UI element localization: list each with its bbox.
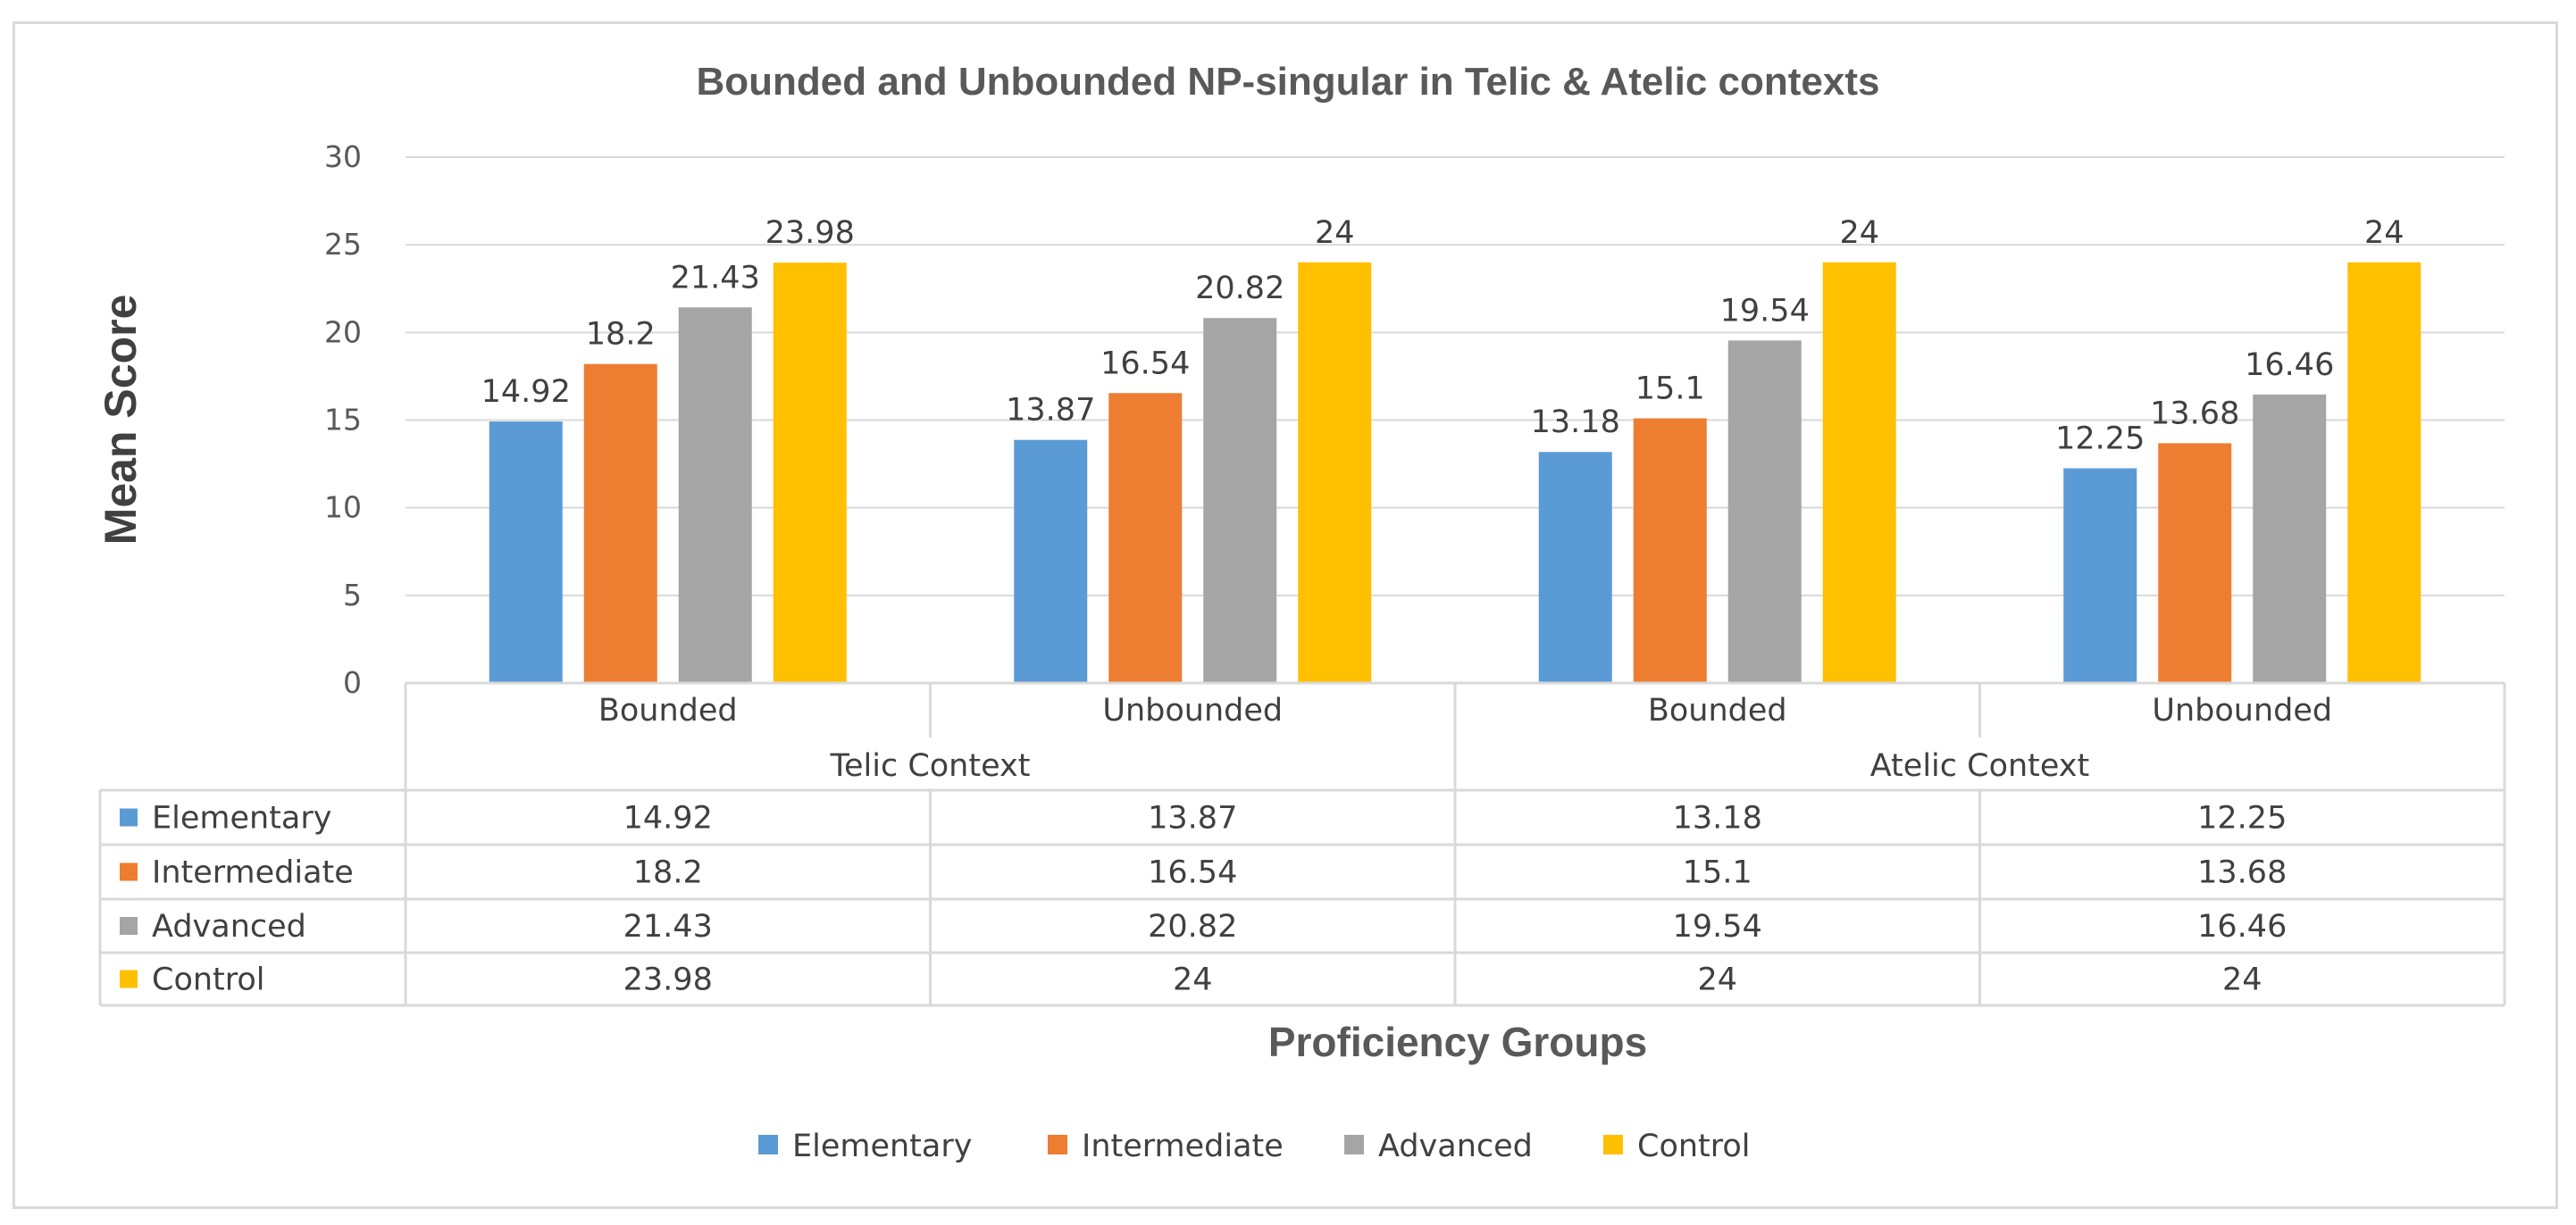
category-group-label: Telic Context	[830, 748, 1031, 784]
data-label: 16.54	[1100, 346, 1190, 381]
data-label: 13.18	[1531, 404, 1620, 440]
data-label: 21.43	[671, 260, 760, 296]
legend-swatch	[758, 1135, 778, 1154]
bar	[489, 421, 563, 683]
y-axis-ticks: 0 5 10 15 20 25 30	[324, 139, 362, 700]
table-cell-value: 15.1	[1683, 855, 1752, 891]
legend-swatch	[1603, 1135, 1623, 1154]
data-label: 24	[1839, 215, 1879, 251]
category-group-label: Atelic Context	[1870, 748, 2090, 784]
legend-label: Advanced	[1378, 1129, 1533, 1164]
table-cell-value: 21.43	[623, 909, 713, 945]
y-tick-label: 15	[324, 403, 362, 438]
data-label: 13.68	[2150, 396, 2239, 431]
legend-label: Intermediate	[1082, 1129, 1284, 1164]
bar	[2347, 262, 2421, 683]
legend: Elementary Intermediate Advanced Control	[758, 1129, 1751, 1164]
table-legend-swatch	[120, 808, 138, 827]
table-cell-value: 24	[1697, 962, 1737, 998]
y-tick-label: 30	[324, 139, 362, 174]
data-label: 24	[2364, 215, 2405, 251]
table-cell-value: 18.2	[633, 855, 703, 891]
data-label: 23.98	[765, 215, 855, 251]
table-legend-swatch	[120, 970, 138, 988]
table-series-label: Elementary	[152, 801, 331, 837]
legend-label: Elementary	[792, 1129, 972, 1164]
data-label: 19.54	[1720, 293, 1810, 329]
bar	[1822, 262, 1896, 683]
gridlines	[406, 156, 2505, 596]
y-tick-label: 5	[343, 578, 362, 612]
bar	[1633, 418, 1707, 683]
y-tick-label: 20	[324, 314, 362, 349]
table-cell-value: 20.82	[1148, 909, 1237, 945]
table-cell-value: 13.87	[1148, 801, 1237, 837]
table-cell-value: 19.54	[1673, 909, 1762, 945]
bar	[1203, 318, 1277, 683]
y-tick-label: 0	[343, 665, 362, 700]
legend-swatch	[1048, 1135, 1067, 1154]
bar	[1108, 393, 1183, 683]
table-cell-value: 13.68	[2197, 855, 2287, 891]
table-series-label: Intermediate	[152, 855, 354, 891]
bar	[678, 307, 752, 683]
legend-label: Control	[1637, 1129, 1751, 1164]
y-tick-label: 25	[324, 227, 362, 262]
table-cell-value: 24	[2222, 962, 2262, 998]
table-cell-value: 23.98	[623, 962, 713, 998]
bar	[2158, 443, 2232, 683]
data-table: Bounded Unbounded Bounded Unbounded Telic Co…	[98, 681, 2506, 1007]
table-legend-swatch	[120, 862, 138, 881]
y-axis-title: Mean Score	[96, 295, 146, 546]
bar	[1727, 340, 1802, 683]
category-label: Unbounded	[1102, 693, 1283, 729]
data-label: 13.87	[1006, 393, 1095, 429]
bar	[1538, 452, 1612, 683]
table-cell-value: 13.18	[1673, 801, 1762, 837]
table-cell-value: 12.25	[2197, 801, 2287, 837]
table-series-label: Control	[152, 962, 265, 998]
category-label: Bounded	[598, 693, 738, 729]
table-cell-value: 14.92	[623, 801, 713, 837]
data-label: 15.1	[1635, 371, 1705, 407]
table-cell-value: 24	[1173, 962, 1213, 998]
data-label: 12.25	[2055, 421, 2145, 456]
data-label: 16.46	[2245, 347, 2334, 383]
data-label: 24	[1315, 215, 1355, 251]
bar	[583, 363, 657, 683]
data-label: 14.92	[481, 374, 571, 410]
table-legend-swatch	[120, 917, 138, 935]
data-label: 18.2	[586, 317, 656, 353]
category-label: Unbounded	[2152, 693, 2332, 729]
bar	[1014, 439, 1088, 683]
table-series-label: Advanced	[152, 909, 306, 945]
bars	[489, 262, 2421, 683]
table-cell-value: 16.46	[2197, 909, 2287, 945]
bar	[1298, 262, 1372, 683]
table-cell-value: 16.54	[1148, 855, 1237, 891]
bar	[773, 262, 847, 683]
y-tick-label: 10	[324, 490, 362, 525]
x-axis-title: Proficiency Groups	[1268, 1019, 1647, 1065]
bar	[2063, 468, 2137, 683]
category-label: Bounded	[1648, 693, 1787, 729]
chart-title: Bounded and Unbounded NP-singular in Tel…	[697, 60, 1880, 104]
data-label: 20.82	[1195, 271, 1284, 306]
bar	[2253, 394, 2327, 683]
legend-swatch	[1344, 1135, 1364, 1154]
